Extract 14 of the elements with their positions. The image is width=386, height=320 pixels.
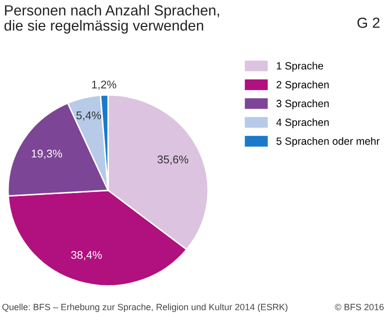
text: © BFS 2016 (334, 304, 384, 310)
data-label: 5,4% (76, 111, 101, 121)
legend-label: 3 Sprachen (276, 100, 329, 110)
legend-label: 2 Sprachen (276, 80, 329, 90)
data-label: 1,2% (92, 80, 116, 90)
legend-label: 5 Sprachen oder mehr (276, 137, 380, 147)
text: G 2 (357, 18, 380, 28)
data-label: 35,6% (158, 156, 188, 165)
data-label: 19,3% (32, 150, 62, 159)
legend-label: 1 Sprache (276, 62, 324, 72)
data-label: 38,4% (71, 251, 102, 260)
source-note: Quelle: BFS – Erhebung zur Sprache, Religion und Kultur 2014 (ESRK) (2, 304, 288, 312)
chart-title: Personen nach Anzahl Sprachen, die sie regelmässig verwenden (4, 4, 220, 34)
legend-label: 4 Sprachen (276, 118, 329, 128)
